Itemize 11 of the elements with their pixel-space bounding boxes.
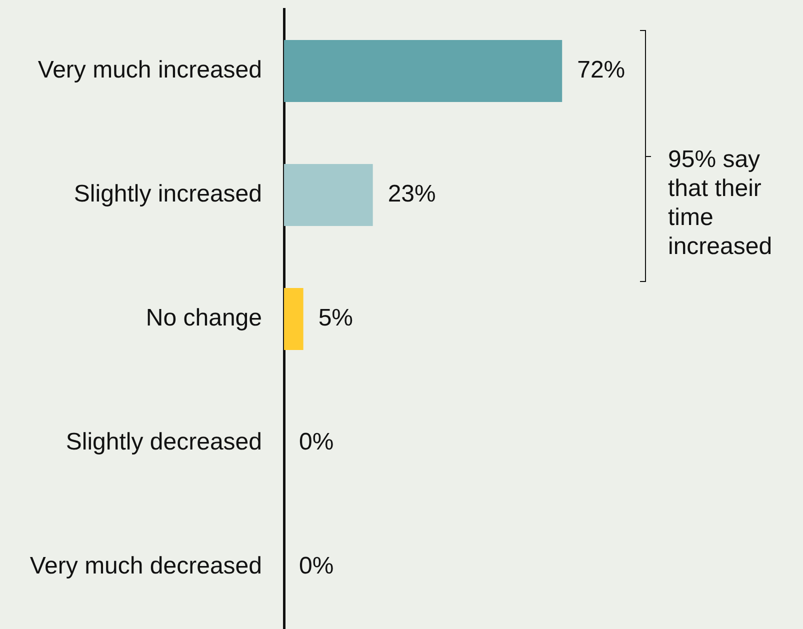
text: 95% say that their time increased [668,144,774,261]
y-tick-label: Very much decreased [30,552,262,580]
y-tick-label: Slightly increased [74,180,262,208]
data-label: 23% [388,180,436,208]
y-tick-label: No change [146,304,262,332]
data-label: 72% [577,56,626,84]
data-label: 0% [299,428,334,456]
data-label: 0% [299,552,334,580]
y-tick-label: Very much increased [38,56,262,84]
y-tick-label: Slightly decreased [66,428,262,456]
data-label: 5% [318,304,353,332]
